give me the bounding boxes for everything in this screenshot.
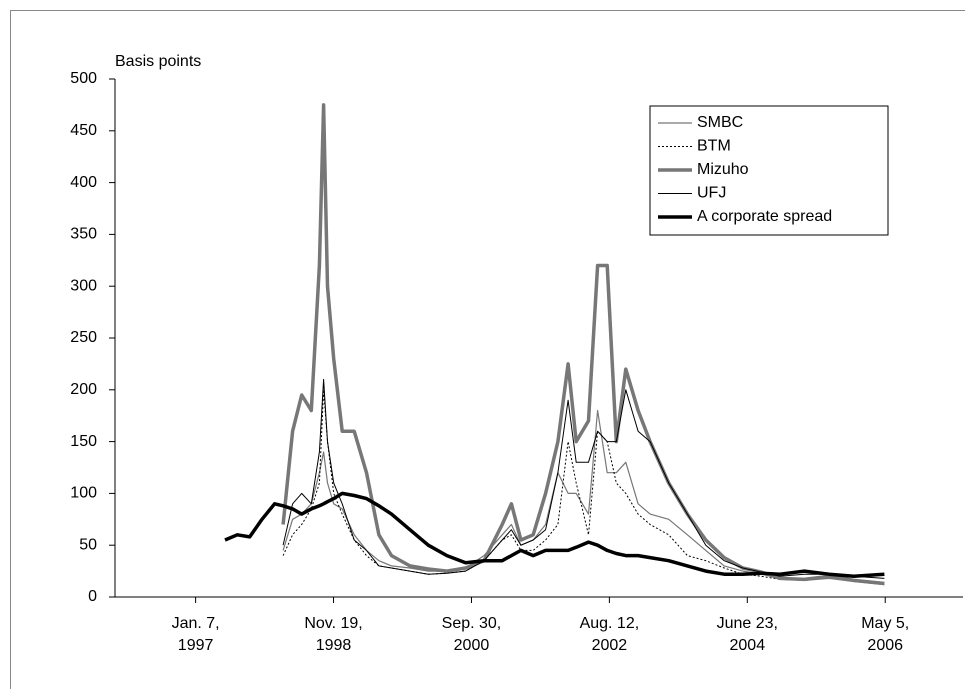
x-tick-label: 2006 [867, 637, 903, 654]
legend-label: UFJ [697, 185, 726, 202]
y-axis-label: Basis points [115, 53, 201, 70]
x-tick-label: 2004 [730, 637, 766, 654]
series-line [283, 390, 884, 583]
y-tick-label: 400 [70, 174, 97, 191]
x-tick-label: 2002 [592, 637, 628, 654]
y-tick-label: 350 [70, 226, 97, 243]
x-tick-label: Sep. 30, [442, 615, 502, 632]
x-tick-label: 2000 [454, 637, 490, 654]
x-tick-label: 1997 [178, 637, 214, 654]
legend-label: Mizuho [697, 161, 749, 178]
series-line [283, 379, 884, 578]
y-tick-label: 300 [70, 277, 97, 294]
x-tick-label: Aug. 12, [580, 615, 640, 632]
legend-label: A corporate spread [697, 208, 832, 225]
series-line [225, 493, 884, 576]
y-tick-label: 100 [70, 485, 97, 502]
x-tick-label: Nov. 19, [304, 615, 362, 632]
x-tick-label: 1998 [316, 637, 352, 654]
y-tick-label: 250 [70, 329, 97, 346]
legend: SMBC BTM Mizuho UFJ A corporate spread [650, 106, 888, 235]
y-tick-label: 500 [70, 70, 97, 87]
y-tick-label: 150 [70, 433, 97, 450]
y-tick-label: 50 [79, 536, 97, 553]
x-tick-label: Jan. 7, [172, 615, 220, 632]
legend-label: BTM [697, 138, 731, 155]
legend-label: SMBC [697, 114, 743, 131]
y-tick-label: 0 [88, 588, 97, 605]
x-tick-label: June 23, [717, 615, 778, 632]
y-tick-label: 450 [70, 122, 97, 139]
x-tick-label: May 5, [861, 615, 909, 632]
y-tick-label: 200 [70, 381, 97, 398]
